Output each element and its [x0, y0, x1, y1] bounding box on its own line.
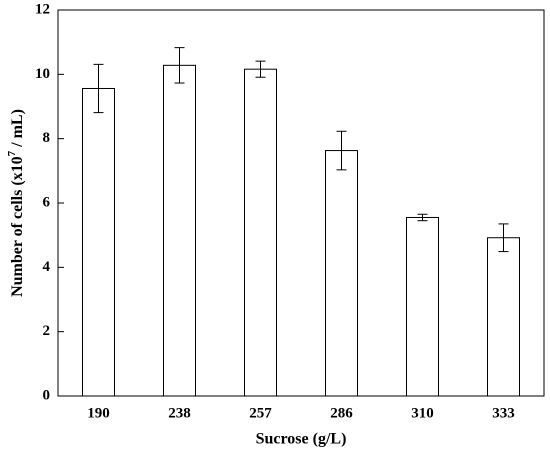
bar [163, 64, 196, 397]
y-tick-label: 8 [43, 130, 51, 146]
y-axis-title: Number of cells (x107 / mL) [6, 109, 26, 297]
error-bar [93, 63, 104, 114]
x-tick-label: 238 [168, 405, 191, 421]
y-tick-label: 4 [43, 259, 51, 275]
bar [244, 68, 277, 397]
y-tick-label: 10 [35, 66, 50, 82]
error-bar [336, 130, 347, 171]
x-tick-label: 333 [492, 405, 515, 421]
x-tick-label: 257 [249, 405, 272, 421]
y-tick-label: 12 [35, 1, 50, 17]
x-tick-label: 286 [330, 405, 353, 421]
error-bar [255, 60, 266, 78]
error-bar [417, 213, 428, 222]
y-axis-title-text: Number of cells (x10 [9, 156, 26, 297]
y-tick-label: 2 [43, 323, 51, 339]
bar [487, 237, 520, 397]
plot-frame [57, 9, 545, 397]
y-axis-title-sup: 7 [6, 150, 18, 156]
bar [406, 216, 439, 397]
y-axis-title-tail: / mL) [9, 109, 26, 151]
y-tick-label: 6 [43, 194, 51, 210]
error-bar [498, 223, 509, 253]
bar [325, 150, 358, 397]
bar [82, 87, 115, 397]
y-tick-label: 0 [43, 387, 51, 403]
x-tick-label: 190 [87, 405, 110, 421]
error-bar [174, 47, 185, 84]
x-tick-label: 310 [411, 405, 434, 421]
x-axis-title: Sucrose (g/L) [256, 431, 347, 448]
